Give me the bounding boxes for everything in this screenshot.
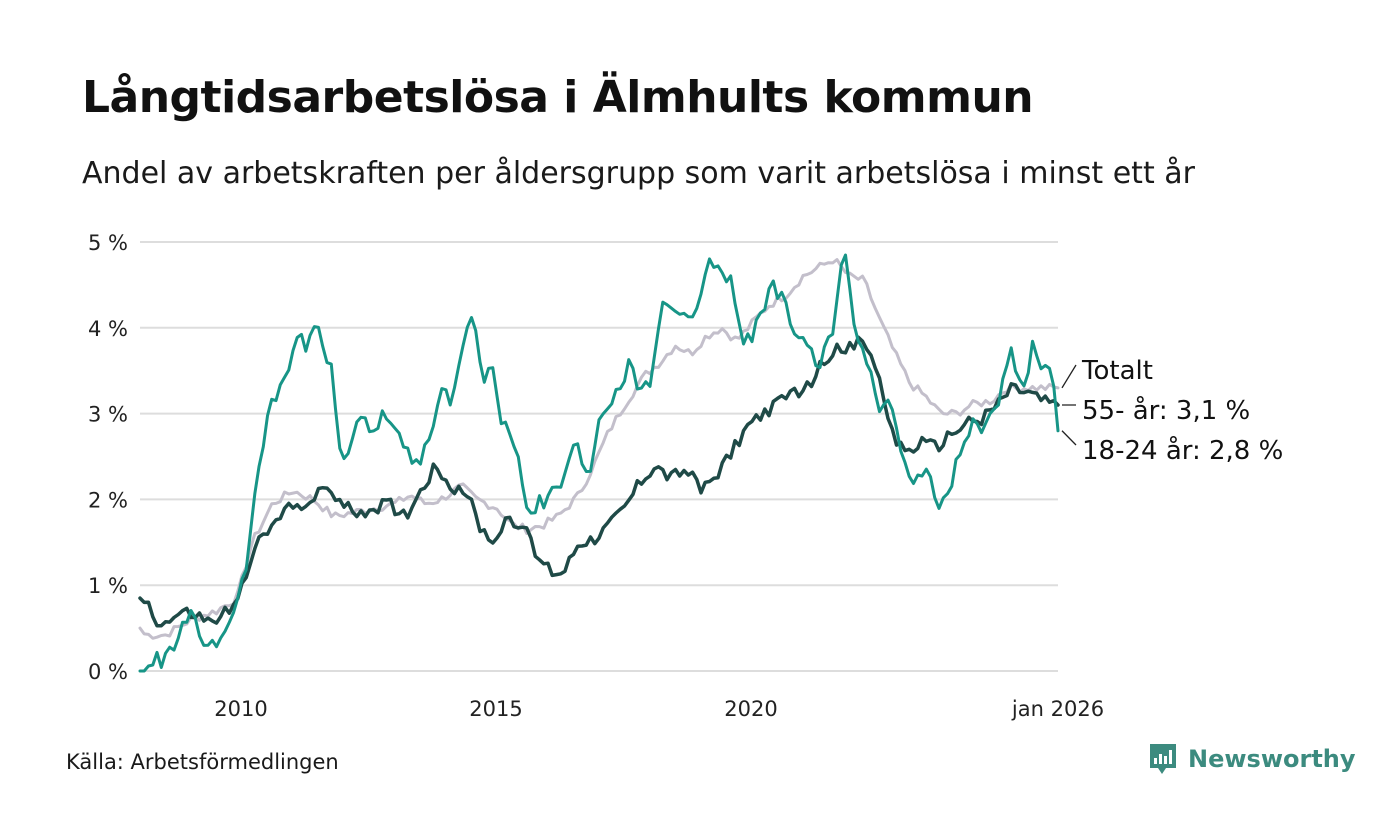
y-tick-label: 4 %	[88, 317, 128, 341]
brand-logo[interactable]: Newsworthy	[1148, 742, 1356, 776]
page-subtitle: Andel av arbetskraften per åldersgrupp s…	[82, 156, 1195, 191]
source-note: Källa: Arbetsförmedlingen	[66, 750, 339, 774]
leader-line-totalt	[1061, 364, 1077, 389]
series-label-age18_24: 18-24 år: 2,8 %	[1082, 435, 1283, 466]
leader-line-age18_24	[1061, 430, 1077, 446]
series-label-totalt: Totalt	[1081, 356, 1153, 386]
y-tick-label: 2 %	[88, 488, 128, 512]
brand-name: Newsworthy	[1188, 745, 1356, 773]
series-label-age55: 55- år: 3,1 %	[1082, 395, 1250, 426]
series-lines	[138, 253, 1060, 673]
series-line-age55	[138, 335, 1060, 628]
newsworthy-logo-icon	[1150, 744, 1176, 774]
x-tick-label: 2020	[724, 697, 777, 721]
y-axis-labels: 0 % 1 % 2 % 3 % 4 % 5 %	[88, 231, 128, 684]
series-line-totalt	[138, 258, 1060, 640]
series-line-age18_24	[138, 253, 1060, 673]
x-axis-labels: 2010 2015 2020 jan 2026	[214, 697, 1104, 721]
page-title: Långtidsarbetslösa i Älmhults kommun	[82, 72, 1034, 123]
x-tick-label: 2015	[469, 697, 522, 721]
y-tick-label: 1 %	[88, 574, 128, 598]
x-tick-label: jan 2026	[1011, 697, 1104, 721]
series-end-labels: Totalt 55- år: 3,1 % 18-24 år: 2,8 %	[1061, 356, 1283, 466]
grid-lines	[140, 241, 1058, 672]
y-tick-label: 0 %	[88, 660, 128, 684]
y-tick-label: 3 %	[88, 403, 128, 427]
y-tick-label: 5 %	[88, 231, 128, 255]
x-tick-label: 2010	[214, 697, 267, 721]
